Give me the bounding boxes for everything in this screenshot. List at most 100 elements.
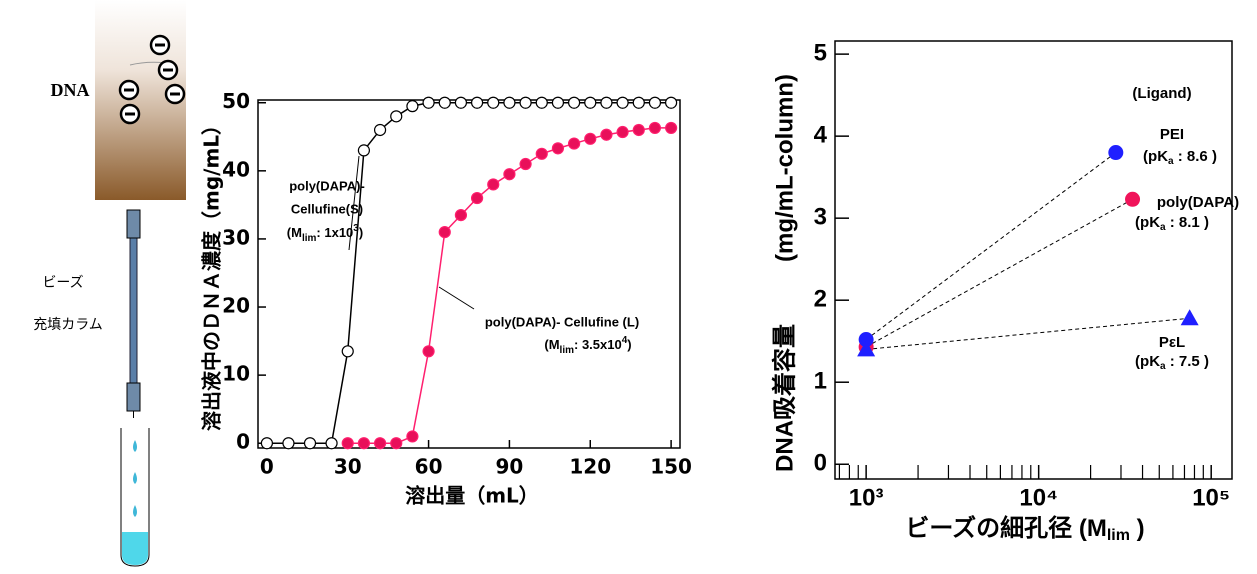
x-tick-label: 10³ [849,484,884,511]
data-point [1125,192,1140,207]
data-point [358,438,369,449]
series-line [267,103,671,444]
column-fitting [127,210,140,238]
data-point [488,97,499,108]
data-point [617,97,628,108]
column-label: ビーズ [42,275,83,291]
series-pka-label: (pKa : 8.6 ) [1143,148,1217,167]
sample-label: DNA [51,80,90,100]
data-point [407,431,418,442]
y-tick-label: 0 [814,450,827,477]
data-point [601,97,612,108]
series-label: poly(DAPA) [1157,194,1239,211]
data-point [633,124,644,135]
connector-line [866,318,1190,349]
data-point [569,97,580,108]
data-point [666,122,677,133]
x-axis-label: ビーズの細孔径 (Mlim ) [905,514,1144,544]
data-point [520,159,531,170]
plot-frame [258,100,680,448]
connector-line [866,199,1132,347]
x-axis-label: 溶出量（mL） [405,484,539,508]
y-tick-label: 1 [814,368,827,395]
annotation: (Mlim: 3.5x104) [544,335,631,356]
x-tick-label: 10⁵ [1192,484,1230,511]
pka-part: (pK [1135,214,1160,231]
series-pka-label: (pKa : 7.5 ) [1135,353,1209,372]
data-point [407,101,418,112]
data-point [391,111,402,122]
y-tick-label: 10 [222,362,250,386]
pka-part: : 7.5 ) [1166,353,1209,370]
x-tick-label: 120 [569,455,611,479]
leader-line [439,287,474,309]
eluate [122,532,148,565]
data-point [552,143,563,154]
annotation: poly(DAPA)- [289,178,365,193]
data-point [455,97,466,108]
y-tick-label: 5 [814,39,827,66]
data-point [649,122,660,133]
data-point [585,133,596,144]
y-tick-label: 3 [814,204,827,231]
data-point [439,97,450,108]
pka-part: (pK [1135,353,1160,370]
annotation: Cellufine(S) [291,201,363,216]
annotation: poly(DAPA)- Cellufine (L) [485,314,639,329]
data-point [504,169,515,180]
pka-part: : 8.6 ) [1174,148,1217,165]
data-point [342,346,353,357]
y-tick-label: 4 [814,121,828,148]
data-point [520,97,531,108]
data-point [305,438,316,449]
connector-line [866,153,1116,340]
data-point [439,227,450,238]
data-point [472,97,483,108]
data-point [283,438,294,449]
data-point [666,97,677,108]
series-label: PEI [1160,126,1184,143]
pka-part: : 8.1 ) [1166,214,1209,231]
data-point [504,97,515,108]
plot-frame [835,41,1232,479]
figure: DNA ビーズ 充填カラム 溶出液中のＤＮＡ濃度（mg/mL） 溶出量（mL） … [0,0,1257,569]
data-point [342,438,353,449]
data-point [649,97,660,108]
data-point [488,179,499,190]
x-tick-label: 0 [260,455,274,479]
data-point [617,127,628,138]
x-tick-label: 30 [334,455,362,479]
x-tick-label: 150 [650,455,692,479]
data-point [423,346,434,357]
data-point [423,97,434,108]
data-point [455,210,466,221]
data-point [326,438,337,449]
series-label: PεL [1159,334,1185,351]
x-tick-label: 10⁴ [1019,484,1058,511]
legend-title: (Ligand) [1132,85,1191,102]
data-point [601,129,612,140]
y-axis-label: (mg/mL-column) [771,74,798,262]
data-point [1181,309,1199,325]
column-tube [130,235,137,385]
data-point [261,438,272,449]
data-point [569,138,580,149]
series-pka-label: (pKa : 8.1 ) [1135,214,1209,233]
data-point [375,438,386,449]
x-tick-label: 90 [495,455,523,479]
illustration: DNA ビーズ 充填カラム [33,0,186,566]
x-tick-label: 60 [415,455,443,479]
data-point [1108,145,1123,160]
data-point [552,97,563,108]
y-tick-label: 40 [222,157,250,181]
data-point [585,97,596,108]
pka-part: (pK [1143,148,1168,165]
y-axis-label: DNA吸着容量 [770,324,798,472]
data-point [472,193,483,204]
column-label: 充填カラム [33,317,103,333]
data-point [536,148,547,159]
data-point [358,145,369,156]
data-point [391,438,402,449]
data-point [536,97,547,108]
data-point [375,124,386,135]
